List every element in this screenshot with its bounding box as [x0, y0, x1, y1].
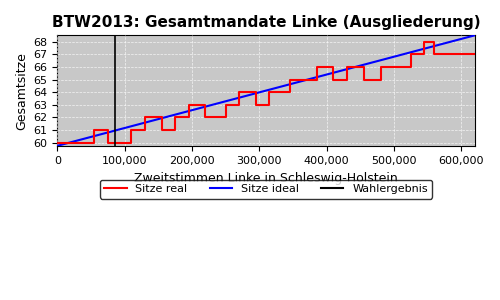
Legend: Sitze real, Sitze ideal, Wahlergebnis: Sitze real, Sitze ideal, Wahlergebnis [100, 180, 432, 199]
X-axis label: Zweitstimmen Linke in Schleswig-Holstein: Zweitstimmen Linke in Schleswig-Holstein [134, 172, 398, 185]
Y-axis label: Gesamtsitze: Gesamtsitze [15, 52, 28, 130]
Title: BTW2013: Gesamtmandate Linke (Ausgliederung): BTW2013: Gesamtmandate Linke (Ausglieder… [52, 15, 480, 30]
